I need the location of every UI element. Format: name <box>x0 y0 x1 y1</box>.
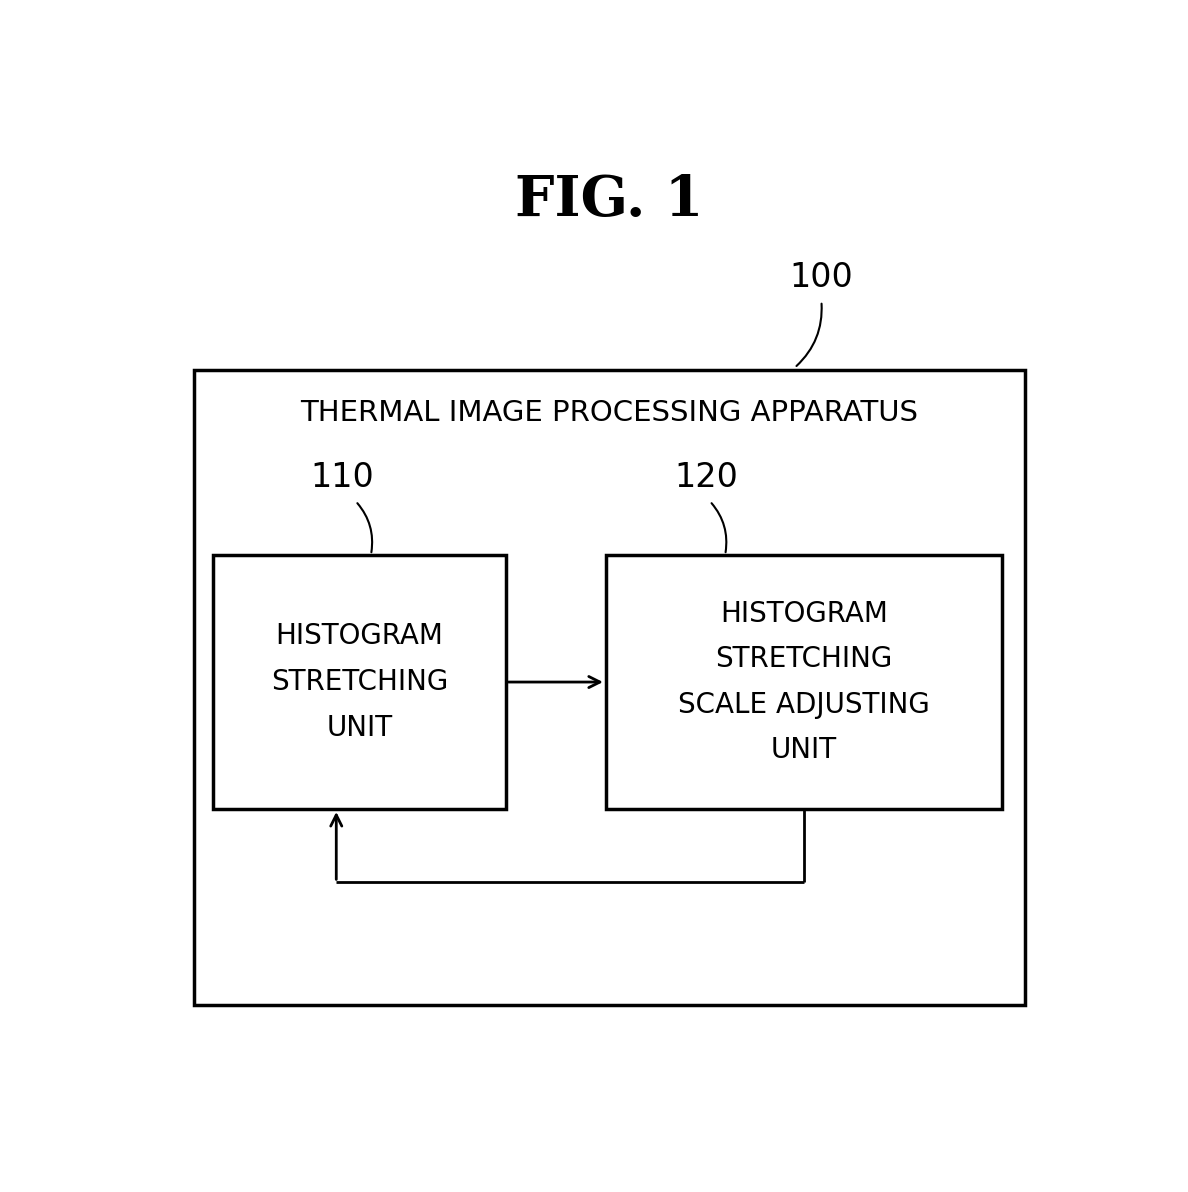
Text: HISTOGRAM
STRETCHING
UNIT: HISTOGRAM STRETCHING UNIT <box>271 622 448 741</box>
Bar <box>213 555 506 809</box>
Text: 100: 100 <box>790 261 853 294</box>
Bar <box>606 555 1003 809</box>
Text: HISTOGRAM
STRETCHING
SCALE ADJUSTING
UNIT: HISTOGRAM STRETCHING SCALE ADJUSTING UNI… <box>678 600 930 764</box>
Text: FIG. 1: FIG. 1 <box>514 173 703 229</box>
Text: THERMAL IMAGE PROCESSING APPARATUS: THERMAL IMAGE PROCESSING APPARATUS <box>301 398 918 427</box>
Text: 120: 120 <box>674 461 738 495</box>
Bar <box>194 371 1025 1005</box>
Text: 110: 110 <box>310 461 374 495</box>
